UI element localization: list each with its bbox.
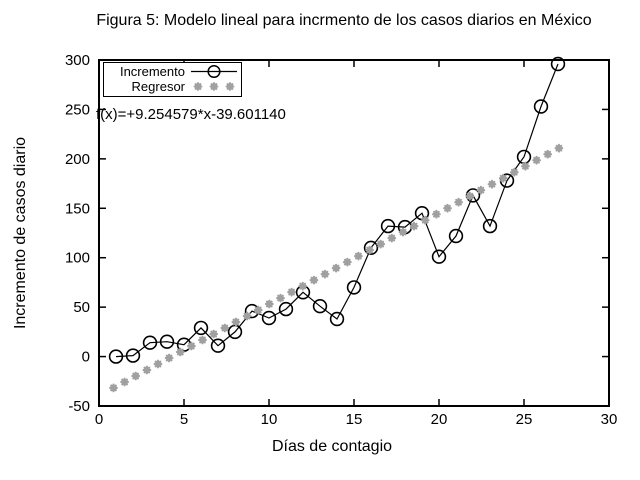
data-point-circle bbox=[312, 299, 328, 314]
regressor-dot bbox=[554, 143, 564, 153]
data-point-circle bbox=[329, 311, 345, 327]
regressor-dot bbox=[131, 371, 141, 381]
legend-row-incremento: Incremento bbox=[106, 64, 238, 79]
regressor-dot bbox=[175, 347, 185, 357]
regressor-dot bbox=[153, 359, 163, 369]
data-point-circle bbox=[550, 56, 566, 72]
x-tick-label: 20 bbox=[431, 411, 448, 428]
data-point-circle bbox=[261, 310, 277, 326]
x-tick-label: 15 bbox=[346, 411, 363, 428]
data-point-circle bbox=[363, 240, 379, 256]
chart-title: Figura 5: Modelo lineal para incrmento d… bbox=[96, 12, 592, 29]
regressor-dot bbox=[354, 251, 363, 261]
regressor-dot bbox=[543, 149, 553, 159]
regressor-dot bbox=[454, 197, 463, 207]
x-tick-label: 10 bbox=[261, 411, 278, 428]
regressor-dot bbox=[509, 167, 519, 177]
incremento-line bbox=[115, 63, 559, 358]
data-point-circle bbox=[448, 228, 464, 244]
regressor-dot bbox=[532, 155, 541, 165]
data-point-circle bbox=[159, 334, 175, 349]
regressor-dot bbox=[420, 215, 430, 225]
x-tick-label: 25 bbox=[516, 411, 533, 428]
regressor-dot bbox=[231, 317, 241, 327]
y-tick-label: -50 bbox=[68, 398, 90, 415]
data-point-circle bbox=[533, 99, 549, 114]
regressor-dot bbox=[187, 341, 196, 351]
data-point-circle bbox=[108, 349, 124, 364]
regressor-dot bbox=[209, 329, 219, 339]
incremento-line-sample-icon bbox=[191, 64, 237, 79]
regressor-dot bbox=[465, 191, 475, 201]
regressor-dot bbox=[331, 263, 341, 273]
x-axis-label: Días de contagio bbox=[271, 438, 393, 455]
regressor-dot bbox=[309, 275, 319, 285]
regressor-dot bbox=[276, 293, 285, 303]
y-tick-label: 200 bbox=[65, 151, 90, 168]
x-tick-label: 30 bbox=[601, 411, 618, 428]
regression-equation: f(x)=+9.254579*x-39.601140 bbox=[96, 106, 286, 123]
y-tick-label: 0 bbox=[82, 349, 90, 366]
x-tick-label: 0 bbox=[95, 411, 103, 428]
regressor-dot bbox=[398, 227, 408, 237]
data-point-circle bbox=[380, 218, 396, 234]
regressor-dot bbox=[164, 353, 174, 363]
regressor-dot bbox=[476, 185, 486, 195]
regressor-dot bbox=[198, 335, 207, 345]
regressor-dot bbox=[376, 239, 386, 249]
regressor-dot bbox=[120, 377, 129, 387]
y-tick-label: 300 bbox=[65, 52, 90, 69]
regressor-dot bbox=[298, 281, 308, 291]
data-point-circle bbox=[278, 301, 294, 317]
regressor-dot bbox=[387, 233, 397, 243]
y-tick-label: 50 bbox=[73, 299, 90, 316]
regressor-dot bbox=[521, 161, 530, 171]
data-point-circle bbox=[346, 280, 362, 295]
regressor-dot bbox=[220, 323, 230, 333]
regressor-dot bbox=[342, 257, 352, 267]
legend-label-incremento: Incremento bbox=[119, 64, 185, 79]
regressor-dot bbox=[264, 299, 274, 309]
regressor-dot bbox=[109, 383, 118, 393]
regressor-dot bbox=[253, 305, 263, 315]
legend: Incremento Regresor bbox=[103, 62, 242, 97]
legend-row-regresor: Regresor bbox=[106, 79, 238, 94]
regressor-dot bbox=[142, 365, 152, 375]
y-tick-label: 100 bbox=[65, 250, 90, 267]
y-tick-label: 150 bbox=[65, 200, 90, 217]
data-point-circle bbox=[482, 218, 498, 234]
regressor-dot bbox=[320, 269, 330, 279]
data-point-circle bbox=[431, 249, 447, 264]
regressor-dot bbox=[487, 179, 497, 189]
regressor-dot bbox=[443, 203, 452, 213]
y-tick-label: 250 bbox=[65, 101, 90, 118]
data-point-circle bbox=[142, 335, 158, 350]
regressor-dot bbox=[242, 311, 252, 321]
data-point-circle bbox=[193, 320, 209, 336]
x-tick-label: 5 bbox=[180, 411, 188, 428]
regressor-dot bbox=[287, 287, 296, 297]
regressor-dot bbox=[409, 221, 419, 231]
legend-label-regresor: Regresor bbox=[131, 79, 185, 94]
regressor-dot bbox=[365, 245, 374, 255]
data-point-circle bbox=[210, 338, 226, 353]
data-point-circle bbox=[125, 348, 141, 363]
regressor-dot bbox=[432, 209, 441, 219]
regressor-dot bbox=[498, 173, 508, 183]
regresor-dots-sample-icon bbox=[193, 82, 235, 91]
